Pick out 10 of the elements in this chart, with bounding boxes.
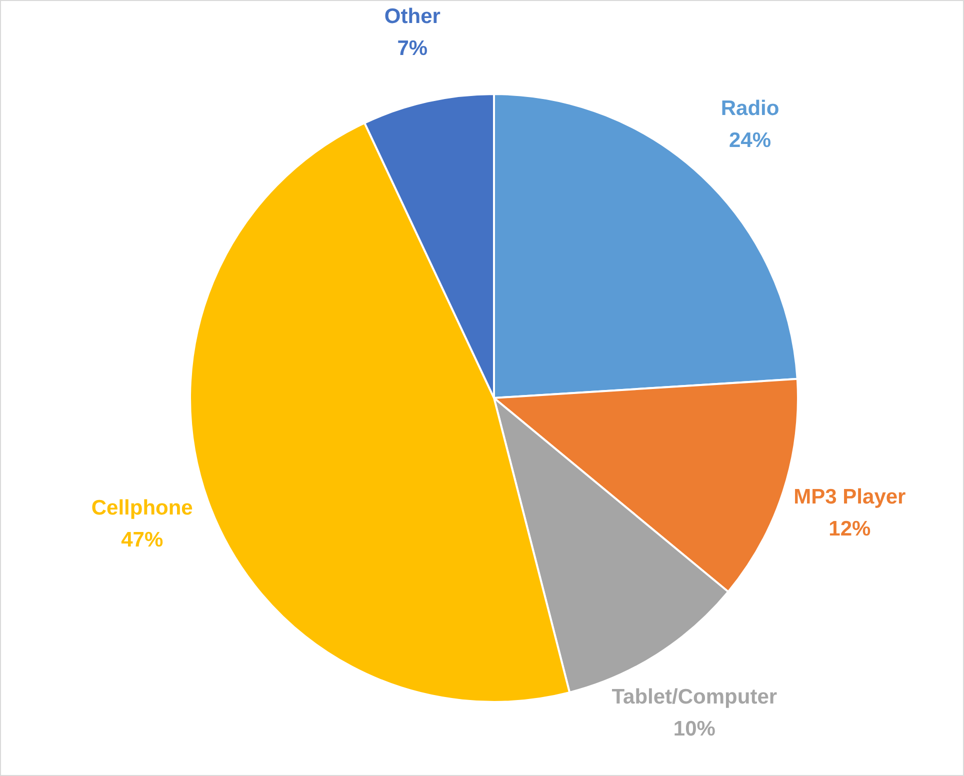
slice-label: Radio <box>720 97 780 120</box>
data-label: 12% <box>828 517 872 540</box>
data-label: 47% <box>121 528 164 552</box>
data-label: 24% <box>729 129 772 152</box>
slice-label: MP3 Player <box>794 485 906 508</box>
slice-label: Cellphone <box>91 496 193 520</box>
slice-label: Tablet/Computer <box>612 686 778 709</box>
data-label: 7% <box>397 36 428 60</box>
data-label: 10% <box>673 718 716 741</box>
slice-label: Other <box>384 4 440 28</box>
